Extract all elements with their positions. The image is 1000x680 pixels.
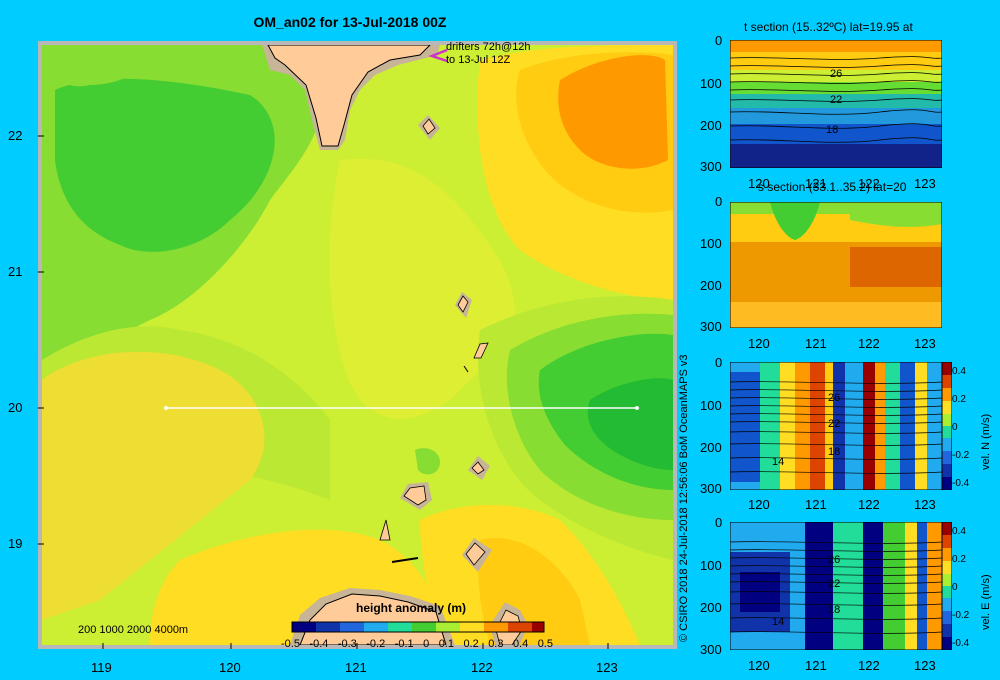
vel-n-colorbar [942,362,952,490]
lat-tick: 19 [8,536,23,551]
lon-tick: 123 [596,660,618,675]
drifters-label: drifters 72h@12h [446,41,531,53]
depth-tick: 100 [700,398,722,413]
s-section-title: s section (33.1..35.2) lat=20 [758,180,907,194]
lon-tick: 120 [748,336,770,351]
lon-tick: 122 [858,658,880,673]
colorbar-ticks: -0.5 -0.4 -0.3 -0.2 -0.1 0 0.1 0.2 0.3 0… [281,638,553,650]
lon-tick: 122 [858,176,880,191]
colorbar-tick: 0.2 [463,638,479,650]
lon-tick: 122 [858,497,880,512]
t-contour-label: 18 [826,124,839,136]
colorbar-tick: -0.5 [281,638,300,650]
lon-tick: 123 [914,658,936,673]
lon-tick: 119 [91,660,112,675]
vel-n-ticks: 0.4 0.2 0 -0.2 -0.4 [952,366,969,490]
t-section-title: t section (15..32ºC) lat=19.95 at [744,20,913,34]
t-section-plot[interactable] [730,40,942,168]
lon-tick: 123 [914,497,936,512]
lon-tick: 120 [748,658,770,673]
depth-legend: 200 1000 2000 4000m [78,624,189,636]
s-section-plot[interactable] [730,202,942,328]
vel-tick: 0 [952,422,958,433]
lon-tick: 121 [805,336,827,351]
colorbar-tick: 0.1 [438,638,454,650]
lon-tick: 122 [471,660,493,675]
depth-tick: 200 [700,600,722,615]
vel-tick: -0.4 [952,638,970,649]
vel-tick: -0.2 [952,610,970,621]
lon-tick: 120 [748,176,770,191]
depth-tick: 300 [700,481,722,496]
lat-tick: 21 [8,264,23,279]
colorbar-tick: 0.5 [537,638,553,650]
map-title: OM_an02 for 13-Jul-2018 00Z [253,14,447,30]
vel-contour-label: 18 [828,446,841,458]
depth-tick: 100 [700,558,722,573]
depth-tick: 100 [700,236,722,251]
vel-tick: 0.2 [952,394,966,405]
credit-text: © CSIRO 2018 24-Jul-2018 12:56:06 BoM Oc… [678,354,690,642]
vel-contour-label: 22 [828,578,841,590]
colorbar-tick: -0.3 [337,638,357,650]
vel-contour-label: 26 [828,554,841,566]
vel-tick: 0.4 [952,366,966,377]
colorbar [291,621,545,633]
depth-tick: 200 [700,440,722,455]
lon-tick: 122 [858,336,880,351]
vel-e-colorbar [942,522,952,650]
vel-tick: -0.2 [952,450,970,461]
drifters-date: to 13-Jul 12Z [446,54,511,66]
depth-tick: 300 [700,642,722,657]
vel-n-label: vel. N (m/s) [980,413,992,470]
colorbar-tick: 0.4 [512,638,529,650]
vel-tick: 0 [952,582,958,593]
colorbar-tick: 0.3 [488,638,504,650]
lon-tick: 121 [805,497,827,512]
vel-e-ticks: 0.4 0.2 0 -0.2 -0.4 [952,526,969,650]
vel-e-label: vel. E (m/s) [980,574,992,630]
lon-tick: 121 [345,660,367,675]
depth-tick: 300 [700,159,722,174]
depth-tick: 0 [715,515,723,530]
depth-tick: 0 [715,33,723,48]
vel-n-plot[interactable] [730,362,942,490]
colorbar-title: height anomaly (m) [356,601,467,615]
vel-e-plot[interactable] [730,522,942,650]
lat-tick: 20 [8,400,23,415]
drifter-icon [428,48,448,63]
depth-tick: 200 [700,278,722,293]
depth-tick: 0 [715,355,723,370]
lon-tick: 120 [219,660,241,675]
lon-tick: 121 [805,658,827,673]
vel-tick: 0.4 [952,526,966,537]
lat-tick: 22 [8,128,23,143]
depth-tick: 100 [700,76,722,91]
vel-contour-label: 14 [772,456,785,468]
vel-contour-label: 18 [828,604,841,616]
lon-tick: 121 [805,176,827,191]
lon-tick: 123 [914,336,936,351]
vel-contour-label: 26 [828,392,841,404]
height-anomaly-map[interactable] [0,0,700,680]
vel-contour-label: 22 [828,418,841,430]
t-contour-label: 26 [830,68,843,80]
colorbar-tick: -0.2 [366,638,386,650]
colorbar-tick: 0 [423,638,430,650]
colorbar-tick: -0.4 [309,638,329,650]
depth-tick: 200 [700,118,722,133]
depth-tick: 300 [700,319,722,334]
t-contour-label: 22 [830,94,843,106]
colorbar-tick: -0.1 [394,638,414,650]
vel-tick: -0.4 [952,478,970,489]
lon-tick: 120 [748,497,770,512]
lon-tick: 123 [914,176,936,191]
depth-tick: 0 [715,194,723,209]
vel-contour-label: 14 [772,616,785,628]
vel-tick: 0.2 [952,554,966,565]
